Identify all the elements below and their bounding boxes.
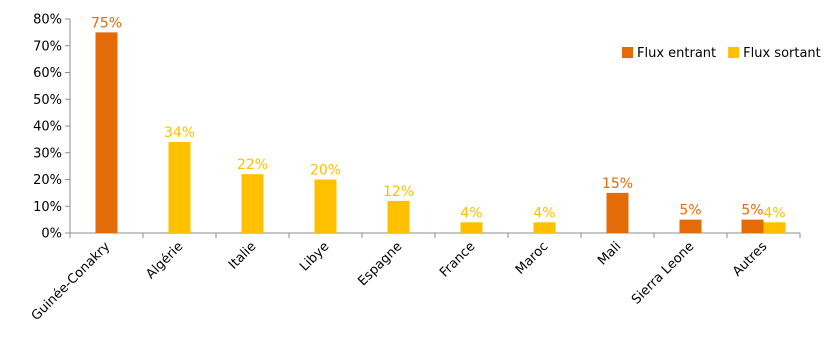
data-label: 4% bbox=[533, 205, 555, 221]
y-tick-label: 80% bbox=[33, 13, 62, 28]
x-category-label: Mali bbox=[595, 239, 624, 268]
y-tick-label: 10% bbox=[33, 200, 62, 215]
data-label: 75% bbox=[91, 15, 122, 31]
legend-label: Flux sortant bbox=[743, 46, 821, 61]
y-tick-label: 70% bbox=[33, 39, 62, 54]
bar bbox=[387, 200, 410, 233]
x-category-label: Algérie bbox=[143, 239, 186, 282]
legend: Flux entrant Flux sortant bbox=[622, 46, 821, 61]
legend-swatch bbox=[622, 47, 633, 58]
x-category-label: France bbox=[437, 239, 478, 280]
x-category-label: Autres bbox=[730, 239, 771, 280]
bar bbox=[763, 222, 786, 233]
y-tick-label: 60% bbox=[33, 66, 62, 81]
legend-label: Flux entrant bbox=[637, 46, 716, 61]
data-labels: 75%34%22% 20%12%4% 4%15%5% 5% 4% bbox=[91, 15, 786, 221]
data-label: 5% bbox=[741, 203, 763, 219]
y-tick-label: 50% bbox=[33, 93, 62, 108]
x-category-label: Maroc bbox=[513, 239, 551, 277]
data-label: 4% bbox=[460, 205, 482, 221]
bar bbox=[168, 142, 191, 233]
data-label: 12% bbox=[383, 184, 414, 200]
bar bbox=[460, 222, 483, 233]
y-tick-label: 0% bbox=[41, 227, 62, 242]
data-label: 4% bbox=[763, 205, 785, 221]
x-category-label: Espagne bbox=[355, 239, 405, 289]
data-label: 22% bbox=[237, 157, 268, 173]
x-category-label: Italie bbox=[226, 239, 259, 272]
bar bbox=[679, 219, 702, 233]
data-label: 34% bbox=[164, 125, 195, 141]
y-tick-label: 30% bbox=[33, 146, 62, 161]
bar bbox=[606, 192, 629, 233]
bar bbox=[533, 222, 556, 233]
bar bbox=[314, 179, 337, 233]
y-axis: 0% 10% 20% 30% 40% 50% 60% 70% 80% bbox=[33, 13, 71, 242]
data-label: 5% bbox=[679, 203, 701, 219]
bars bbox=[95, 32, 786, 233]
data-label: 20% bbox=[310, 163, 341, 179]
x-category-label: Libye bbox=[297, 239, 332, 274]
data-label: 15% bbox=[602, 176, 633, 192]
x-category-label: Guinée-Conakry bbox=[29, 239, 114, 324]
bar bbox=[95, 32, 118, 233]
y-tick-label: 20% bbox=[33, 173, 62, 188]
x-axis: Guinée-Conakry Algérie Italie Libye Espagne F… bbox=[29, 232, 801, 324]
x-category-label: Sierra Leone bbox=[629, 239, 697, 307]
y-tick-label: 40% bbox=[33, 120, 62, 135]
bar bbox=[741, 219, 764, 233]
bar bbox=[241, 174, 264, 233]
legend-swatch bbox=[728, 47, 740, 58]
